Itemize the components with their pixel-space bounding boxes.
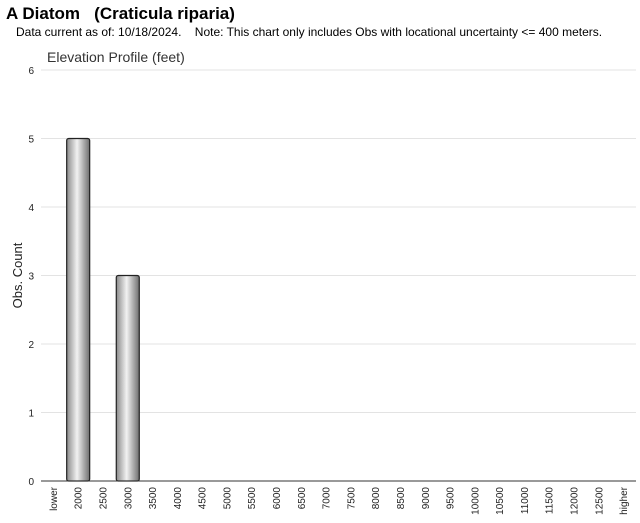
- x-tick-labels: lower 2000 2500 3000 3500 4000 4500 5000 5500 600…: [49, 486, 630, 514]
- x-tick-label: 4000: [173, 487, 184, 510]
- x-tick-label: 11000: [520, 487, 531, 515]
- x-tick-label: 7500: [346, 487, 357, 510]
- y-tick-label: 1: [28, 409, 34, 420]
- x-tick-label: 12500: [594, 487, 605, 515]
- x-tick-label: 12000: [570, 487, 581, 515]
- x-tick-label: 2000: [74, 487, 85, 510]
- page-title: A Diatom (Craticula riparia): [6, 4, 235, 23]
- x-tick-label: 3000: [123, 487, 134, 510]
- x-tick-label: 4500: [198, 487, 209, 510]
- bars: [66, 137, 140, 482]
- y-tick-label: 2: [28, 340, 34, 351]
- y-tick-labels: 0 1 2 3 4 5 6: [28, 66, 34, 488]
- y-axis-label: Obs. Count: [10, 242, 25, 308]
- chart-title: Elevation Profile (feet): [47, 49, 185, 65]
- y-tick-label: 4: [28, 203, 34, 214]
- y-tick-label: 6: [28, 66, 34, 77]
- y-tick-label: 3: [28, 272, 34, 283]
- grid-lines: [41, 69, 636, 413]
- x-tick-label: 10500: [495, 487, 506, 515]
- y-tick-label: 5: [28, 135, 34, 146]
- x-tick-label: 2500: [98, 487, 109, 510]
- x-tick-label: 7000: [322, 487, 333, 510]
- data-note: Data current as of: 10/18/2024. Note: Th…: [16, 25, 603, 39]
- bar-3000[interactable]: [115, 274, 140, 482]
- x-tick-label: 6500: [297, 487, 308, 510]
- x-tick-label: lower: [49, 486, 60, 511]
- x-tick-label: 6000: [272, 487, 283, 510]
- x-tick-label: 9000: [421, 487, 432, 510]
- x-tick-label: 8500: [396, 487, 407, 510]
- bar-2000[interactable]: [66, 137, 91, 482]
- x-tick-label: 5000: [222, 487, 233, 510]
- y-tick-label: 0: [28, 477, 34, 488]
- x-tick-label: 11500: [545, 487, 556, 515]
- x-tick-label: 8000: [371, 487, 382, 510]
- x-tick-label: 5500: [247, 487, 258, 510]
- x-tick-label: higher: [619, 486, 630, 514]
- x-tick-label: 9500: [446, 487, 457, 510]
- x-tick-label: 10000: [470, 487, 481, 515]
- x-tick-label: 3500: [148, 487, 159, 510]
